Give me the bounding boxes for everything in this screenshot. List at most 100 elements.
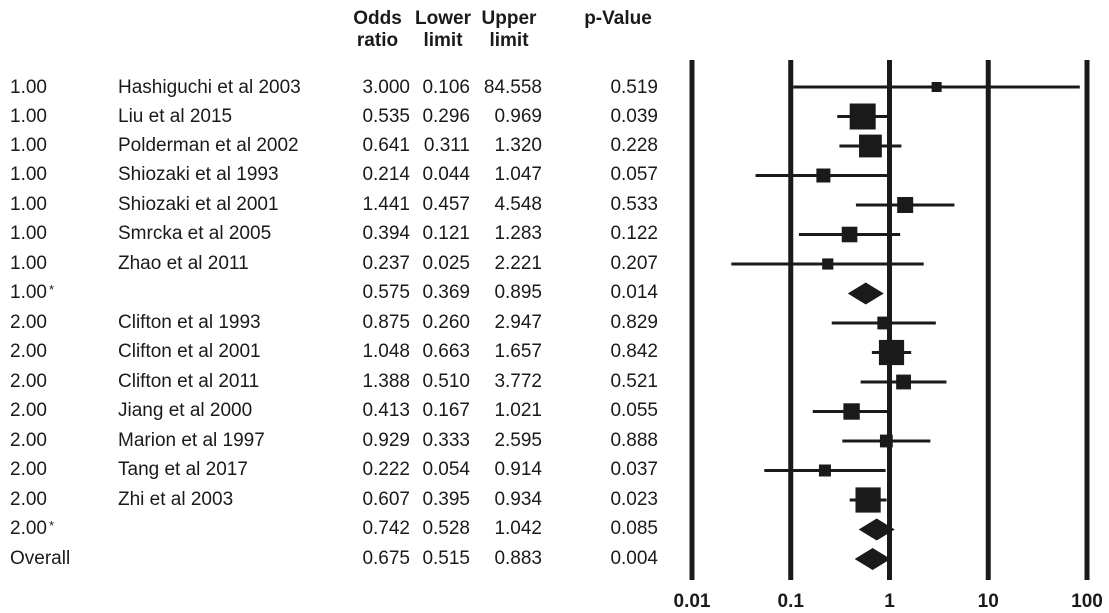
point-estimate-square (931, 82, 942, 92)
x-tick-label: 0.1 (778, 591, 805, 612)
point-estimate-square (841, 226, 858, 243)
odds-ratio-cell: 0.575 (362, 282, 410, 303)
upper-limit-cell: 4.548 (494, 194, 542, 215)
p-value-cell: 0.228 (610, 135, 658, 156)
group-label: 2.00 (10, 518, 47, 539)
header-p-value: p-Value (572, 8, 664, 30)
p-value-cell: 0.057 (610, 164, 658, 185)
p-value-cell: 0.519 (610, 77, 658, 98)
table-row-subtotal: 1.00 * 0.575 0.369 0.895 0.014 (0, 278, 690, 307)
subtotal-marker: * (48, 282, 55, 297)
summary-diamond (858, 518, 895, 541)
group-cell: 1.00 (10, 253, 47, 274)
lower-limit-cell: 0.510 (422, 371, 470, 392)
header-upper-limit-line2: limit (489, 30, 529, 51)
summary-diamond (854, 548, 891, 570)
odds-ratio-cell: 1.441 (362, 194, 410, 215)
table-row: 1.00 Polderman et al 2002 0.641 0.311 1.… (0, 131, 690, 160)
study-cell: Clifton et al 1993 (118, 312, 261, 333)
p-value-cell: 0.842 (610, 341, 658, 362)
study-cell: Smrcka et al 2005 (118, 223, 272, 244)
upper-limit-cell: 3.772 (494, 371, 542, 392)
p-value-cell: 0.888 (610, 430, 658, 451)
study-cell: Shiozaki et al 2001 (118, 194, 279, 215)
upper-limit-cell: 0.934 (494, 489, 542, 510)
group-cell: 2.00 (10, 459, 47, 480)
upper-limit-cell: 2.947 (494, 312, 542, 333)
lower-limit-cell: 0.167 (422, 400, 470, 421)
study-cell: Marion et al 1997 (118, 430, 265, 451)
lower-limit-cell: 0.025 (422, 253, 470, 274)
study-cell: Shiozaki et al 1993 (118, 164, 279, 185)
group-cell: Overall (10, 548, 71, 569)
lower-limit-cell: 0.395 (422, 489, 470, 510)
p-value-cell: 0.122 (610, 223, 658, 244)
table-row: 1.00 Shiozaki et al 2001 1.441 0.457 4.5… (0, 190, 690, 219)
upper-limit-cell: 0.883 (494, 548, 542, 569)
point-estimate-square (849, 103, 876, 130)
upper-limit-cell: 1.320 (494, 135, 542, 156)
table-row: 1.00 Hashiguchi et al 2003 3.000 0.106 8… (0, 73, 690, 102)
table-row-overall: Overall 0.675 0.515 0.883 0.004 (0, 544, 690, 573)
odds-ratio-cell: 0.535 (362, 106, 410, 127)
group-cell: 2.00 (10, 430, 47, 451)
p-value-cell: 0.014 (610, 282, 658, 303)
group-cell: 1.00 (10, 164, 47, 185)
odds-ratio-cell: 0.413 (362, 400, 410, 421)
group-cell: 1.00 (10, 77, 47, 98)
x-tick-label: 10 (978, 591, 999, 612)
odds-ratio-cell: 0.237 (362, 253, 410, 274)
group-cell: 2.00 (10, 400, 47, 421)
p-value-cell: 0.037 (610, 459, 658, 480)
odds-ratio-cell: 0.641 (362, 135, 410, 156)
study-cell: Clifton et al 2011 (118, 371, 260, 392)
point-estimate-square (859, 134, 882, 158)
odds-ratio-cell: 0.675 (362, 548, 410, 569)
upper-limit-cell: 84.558 (483, 77, 542, 98)
group-cell: 1.00 (10, 135, 47, 156)
group-cell: 2.00 * (10, 514, 54, 543)
upper-limit-cell: 1.021 (494, 400, 542, 421)
group-cell: 2.00 (10, 489, 47, 510)
group-cell: 2.00 (10, 341, 47, 362)
odds-ratio-cell: 0.214 (362, 164, 410, 185)
odds-ratio-cell: 0.929 (362, 430, 410, 451)
p-value-cell: 0.533 (610, 194, 658, 215)
odds-ratio-cell: 0.742 (362, 518, 410, 539)
table-row: 2.00 Clifton et al 2011 1.388 0.510 3.77… (0, 367, 690, 396)
table-row-subtotal: 2.00 * 0.742 0.528 1.042 0.085 (0, 514, 690, 543)
summary-diamond (847, 282, 884, 305)
group-cell: 2.00 (10, 371, 47, 392)
table-row: 2.00 Tang et al 2017 0.222 0.054 0.914 0… (0, 455, 690, 484)
upper-limit-cell: 1.042 (494, 518, 542, 539)
header-lower-limit: Lower limit (414, 8, 472, 52)
upper-limit-cell: 2.595 (494, 430, 542, 451)
odds-ratio-cell: 0.222 (362, 459, 410, 480)
point-estimate-square (896, 374, 911, 390)
lower-limit-cell: 0.260 (422, 312, 470, 333)
upper-limit-cell: 0.969 (494, 106, 542, 127)
odds-ratio-cell: 3.000 (362, 77, 410, 98)
point-estimate-square (843, 403, 860, 420)
point-estimate-square (878, 339, 905, 366)
lower-limit-cell: 0.369 (422, 282, 470, 303)
table-row: 2.00 Jiang et al 2000 0.413 0.167 1.021 … (0, 396, 690, 425)
table-row: 1.00 Shiozaki et al 1993 0.214 0.044 1.0… (0, 160, 690, 189)
table-row: 1.00 Zhao et al 2011 0.237 0.025 2.221 0… (0, 249, 690, 278)
p-value-cell: 0.023 (610, 489, 658, 510)
odds-ratio-cell: 0.875 (362, 312, 410, 333)
x-tick-label: 1 (884, 591, 895, 612)
p-value-cell: 0.004 (610, 548, 658, 569)
point-estimate-square (816, 168, 831, 183)
point-estimate-square (818, 464, 831, 477)
header-odds-ratio-line2: ratio (356, 30, 399, 51)
lower-limit-cell: 0.054 (422, 459, 470, 480)
lower-limit-cell: 0.528 (422, 518, 470, 539)
study-cell: Polderman et al 2002 (118, 135, 299, 156)
p-value-cell: 0.055 (610, 400, 658, 421)
lower-limit-cell: 0.121 (422, 223, 470, 244)
study-cell: Zhi et al 2003 (118, 489, 234, 510)
lower-limit-cell: 0.296 (422, 106, 470, 127)
group-label: 1.00 (10, 282, 47, 303)
subtotal-marker: * (48, 518, 55, 533)
